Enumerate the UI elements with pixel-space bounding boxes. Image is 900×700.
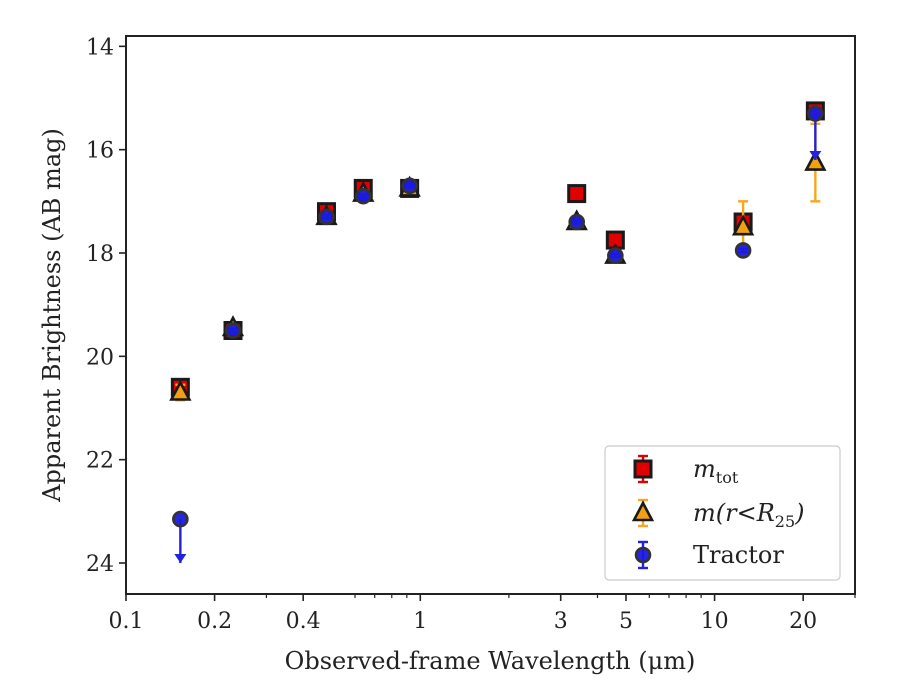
series-2-marks xyxy=(172,105,824,563)
legend: mtot m(r<R25) Tractor xyxy=(604,445,841,581)
point-triangle xyxy=(731,214,755,236)
x-tick-label: 10 xyxy=(701,609,729,634)
legend-marker-triangle xyxy=(631,500,655,522)
y-tick-label: 14 xyxy=(86,35,114,60)
legend-box xyxy=(604,445,841,581)
x-tick-label: 0.4 xyxy=(286,609,321,634)
x-axis-ticks: 0.1 0.2 0.4 1 3 5 10 20 xyxy=(109,594,856,634)
y-tick-label: 18 xyxy=(86,242,114,267)
point-circle xyxy=(354,187,372,205)
x-tick-label: 0.1 xyxy=(109,609,144,634)
point-circle xyxy=(607,247,624,264)
point-triangle xyxy=(169,379,192,401)
x-tick-label: 5 xyxy=(619,609,633,634)
upper-limit-arrow xyxy=(809,151,822,160)
point-circle xyxy=(568,213,586,231)
x-tick-label: 3 xyxy=(554,609,568,634)
point-circle xyxy=(734,242,752,259)
legend-label: mtot xyxy=(693,455,739,487)
legend-label: Tractor xyxy=(693,541,784,569)
y-axis-title: Apparent Brightness (AB mag) xyxy=(38,128,66,503)
point-triangle xyxy=(804,149,827,171)
legend-marker-square xyxy=(633,459,653,479)
point-circle xyxy=(172,510,189,528)
data-marks xyxy=(169,101,827,563)
legend-marker-circle xyxy=(634,546,652,564)
point-circle xyxy=(401,177,418,195)
y-tick-label: 24 xyxy=(86,552,114,577)
legend-label: m(r<R25) xyxy=(693,499,805,531)
x-tick-label: 0.2 xyxy=(197,609,232,634)
y-tick-label: 16 xyxy=(86,139,114,164)
point-circle xyxy=(224,322,242,339)
y-axis-ticks: 14 16 18 20 22 24 xyxy=(86,35,126,577)
x-tick-label: 20 xyxy=(789,609,817,634)
upper-limit-arrow xyxy=(174,554,187,563)
point-square xyxy=(567,184,587,204)
point-circle xyxy=(807,105,824,122)
y-tick-label: 20 xyxy=(86,345,114,370)
x-axis-title: Observed-frame Wavelength (μm) xyxy=(285,647,696,675)
x-tick-label: 1 xyxy=(413,609,427,634)
y-tick-label: 22 xyxy=(86,449,114,474)
point-circle xyxy=(318,208,335,226)
